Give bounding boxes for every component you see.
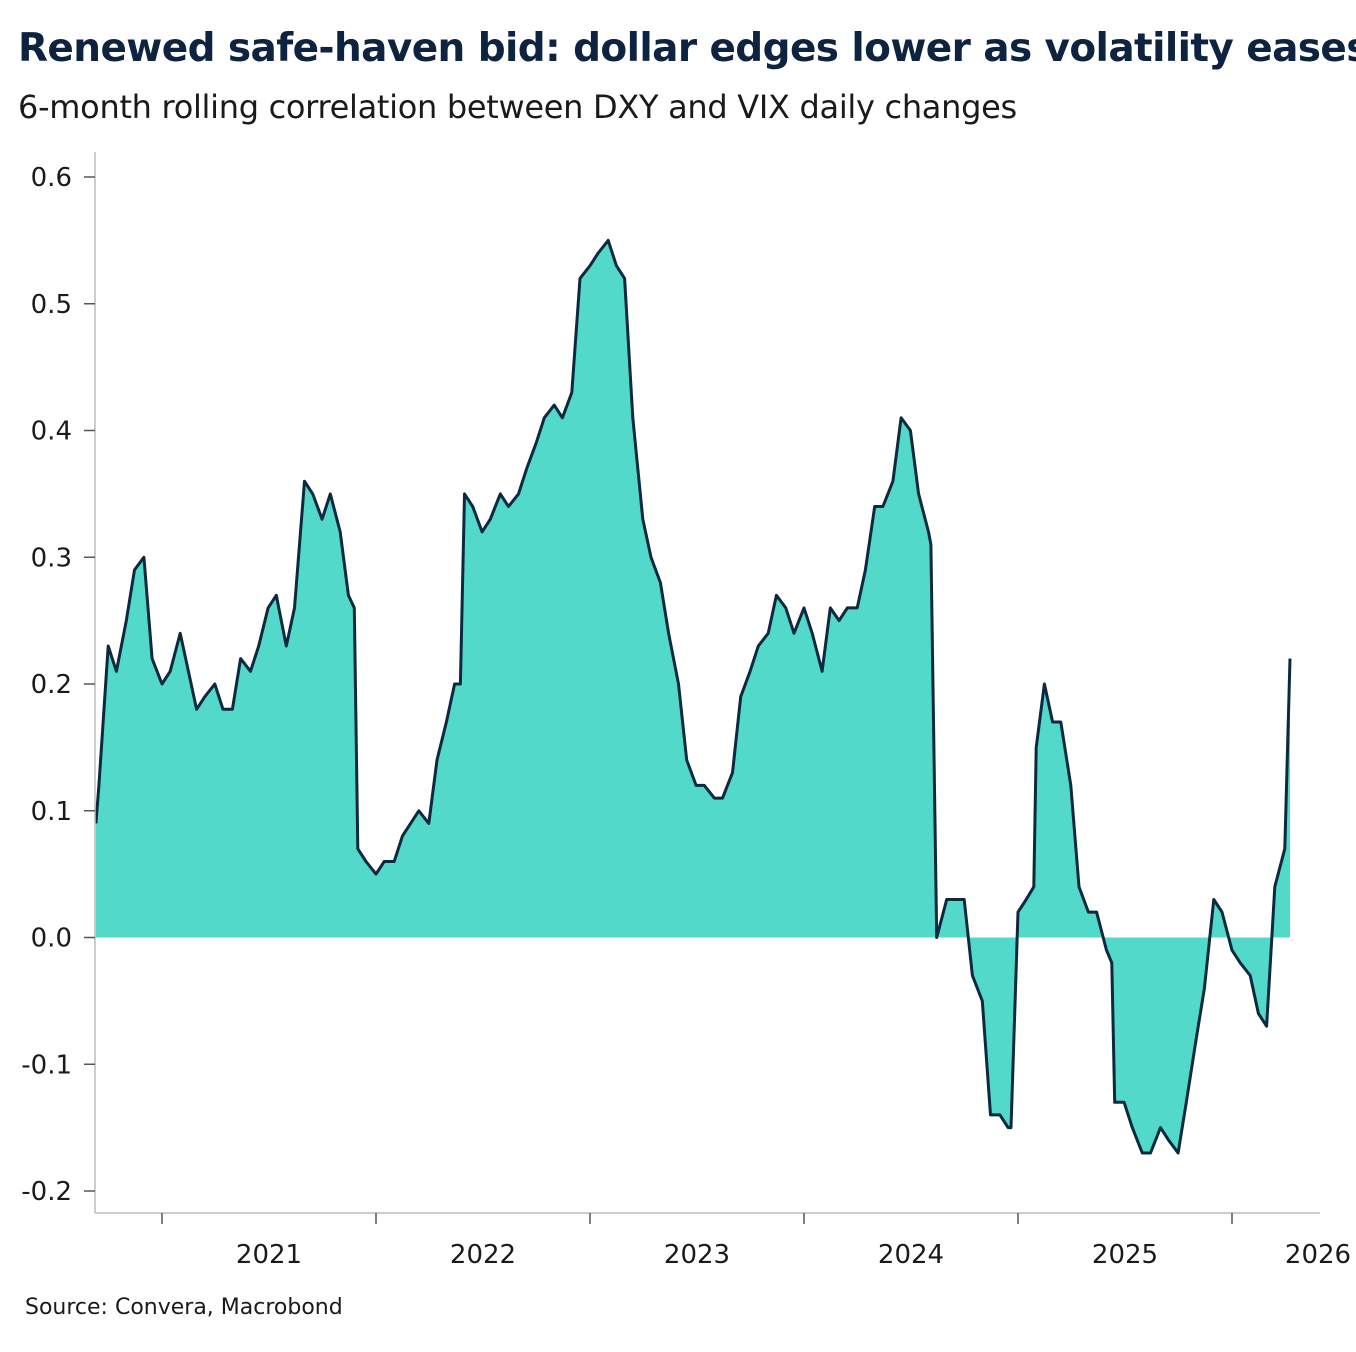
x-tick-label: 2025 (1092, 1240, 1158, 1270)
y-tick-label: 0.6 (31, 163, 72, 193)
x-tick-label: 2024 (878, 1240, 944, 1270)
x-tick-label: 2022 (450, 1240, 516, 1270)
y-tick-label: 0.5 (31, 290, 72, 320)
y-tick-label: 0.2 (31, 670, 72, 700)
y-tick-label: 0.3 (31, 543, 72, 573)
y-tick-label: 0.4 (31, 417, 72, 447)
y-tick-label: -0.1 (21, 1050, 72, 1080)
area-fill (95, 240, 1291, 1153)
chart-title: Renewed safe-haven bid: dollar edges low… (18, 26, 1356, 71)
y-tick-label: -0.2 (21, 1177, 72, 1207)
y-tick-label: 0.0 (31, 924, 72, 954)
x-tick-label: 2026 (1285, 1240, 1351, 1270)
series-line (94, 238, 1292, 1155)
y-tick-label: 0.1 (31, 797, 72, 827)
source-note: Source: Convera, Macrobond (25, 1295, 343, 1320)
x-tick-label: 2021 (236, 1240, 302, 1270)
chart-subtitle: 6-month rolling correlation between DXY … (18, 88, 1017, 126)
x-tick-label: 2023 (664, 1240, 730, 1270)
